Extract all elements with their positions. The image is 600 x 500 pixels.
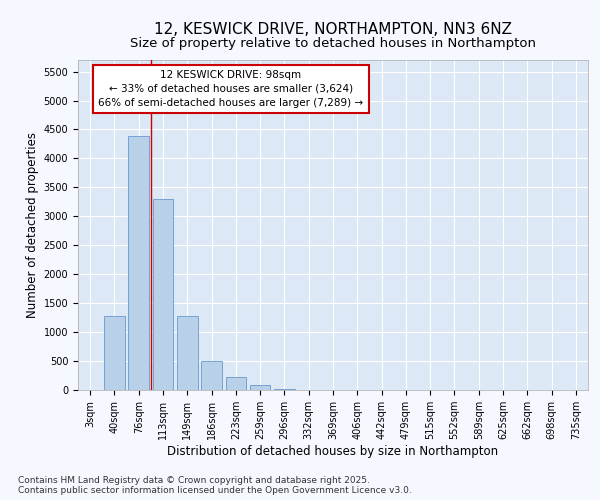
Bar [226,378,246,390]
Text: Size of property relative to detached houses in Northampton: Size of property relative to detached ho… [130,38,536,51]
Bar [201,361,222,390]
Bar [250,386,271,390]
Bar [274,389,295,390]
Bar [177,316,197,390]
Text: Contains HM Land Registry data © Crown copyright and database right 2025.
Contai: Contains HM Land Registry data © Crown c… [18,476,412,495]
Text: 12 KESWICK DRIVE: 98sqm
← 33% of detached houses are smaller (3,624)
66% of semi: 12 KESWICK DRIVE: 98sqm ← 33% of detache… [98,70,364,108]
X-axis label: Distribution of detached houses by size in Northampton: Distribution of detached houses by size … [167,445,499,458]
Bar [128,136,149,390]
Text: 12, KESWICK DRIVE, NORTHAMPTON, NN3 6NZ: 12, KESWICK DRIVE, NORTHAMPTON, NN3 6NZ [154,22,512,38]
Bar [104,316,125,390]
Bar [152,199,173,390]
Y-axis label: Number of detached properties: Number of detached properties [26,132,40,318]
